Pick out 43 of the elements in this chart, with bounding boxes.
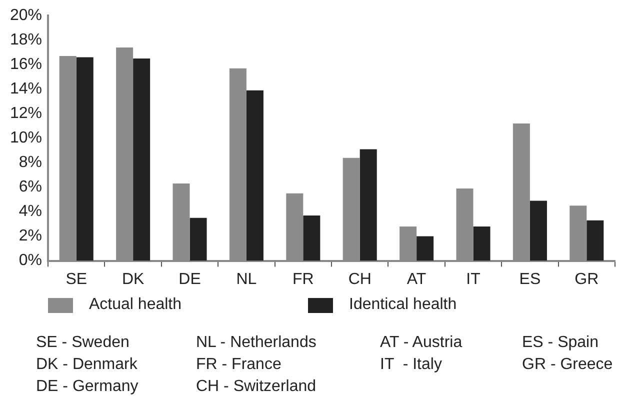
x-tick-label: AT (406, 270, 426, 288)
y-tick-label: 0% (18, 252, 42, 270)
x-tick-label: GR (574, 270, 599, 288)
bar (473, 226, 490, 261)
x-tick-label: DE (178, 270, 201, 288)
text: SE - Sweden (36, 333, 130, 353)
text: AT - Austria (380, 333, 464, 353)
text: FR - France (196, 355, 282, 375)
x-tick-label: SE (66, 270, 88, 288)
text: NL - Netherlands (196, 333, 318, 353)
x-tick-label: NL (236, 270, 257, 288)
text: DK - Denmark (36, 355, 138, 375)
bar (530, 200, 547, 261)
y-tick-label: 14% (10, 80, 42, 98)
legend-label: Actual health (89, 296, 182, 314)
y-tick-label: 8% (18, 154, 42, 172)
x-tick-label: IT (466, 270, 481, 288)
bar (416, 236, 434, 261)
x-tick-label: ES (519, 270, 541, 288)
x-tick-label: CH (348, 270, 372, 288)
y-tick-label: 16% (10, 56, 42, 74)
y-tick-label: 18% (10, 32, 42, 49)
bar (76, 57, 94, 261)
bar (303, 215, 320, 261)
y-tick-label: 12% (10, 105, 42, 122)
y-tick-label: 4% (18, 203, 42, 220)
legend-label: Identical health (349, 296, 457, 314)
y-tick-label: 20% (10, 7, 42, 24)
x-tick-label: DK (122, 270, 145, 288)
bar (586, 220, 604, 261)
y-tick-label: 2% (18, 228, 42, 245)
bar (133, 58, 150, 261)
x-tick-label: FR (292, 270, 314, 288)
text: CH - Switzerland (196, 377, 318, 397)
y-tick-label: 10% (10, 130, 42, 147)
text: DE - Germany (36, 377, 140, 397)
y-tick-label: 6% (18, 178, 42, 196)
text: GR - Greece (522, 355, 614, 375)
bar (190, 218, 207, 261)
bar (360, 149, 377, 261)
text: ES - Spain (522, 333, 600, 353)
bar (246, 90, 264, 261)
text: IT - Italy (380, 355, 443, 375)
